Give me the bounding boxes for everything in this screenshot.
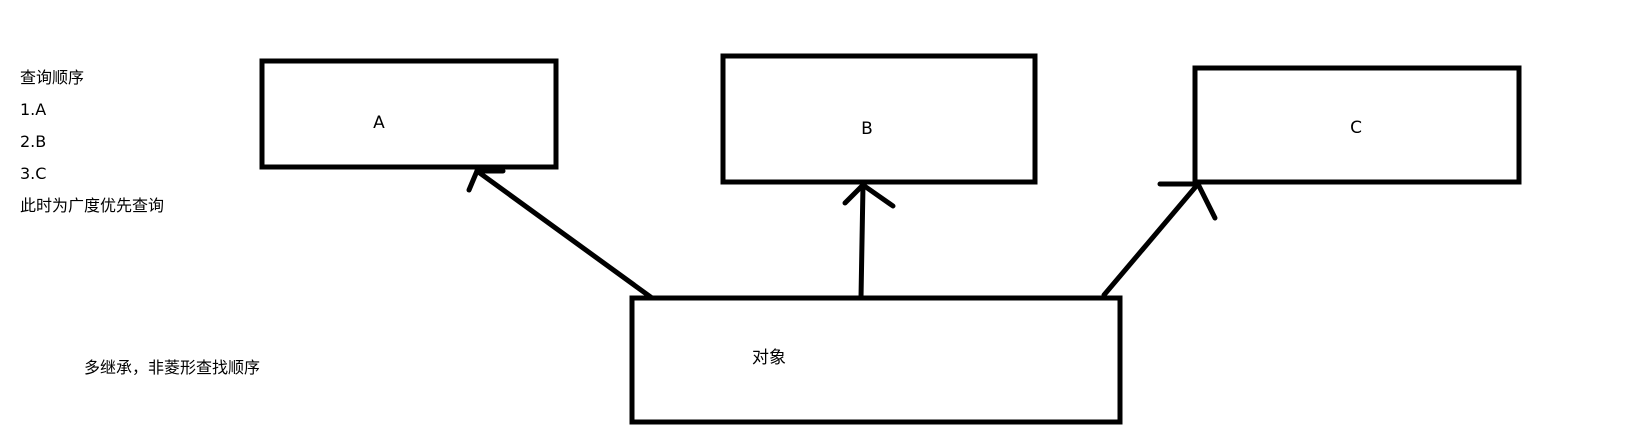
box-a-label: A (373, 113, 385, 133)
query-conclusion: 此时为广度优先查询 (20, 196, 165, 215)
box-a (259, 58, 559, 170)
arrow-object-to-c (1101, 181, 1218, 298)
arrow-object-to-b (842, 182, 896, 301)
box-c-label: C (1350, 118, 1362, 138)
box-object (629, 295, 1123, 425)
query-order-notes: 查询顺序 1.A 2.B 3.C 此时为广度优先查询 (20, 62, 164, 222)
box-b-label: B (861, 119, 873, 139)
diagram-caption: 多继承，非菱形查找顺序 (84, 358, 261, 377)
box-object-label: 对象 (752, 348, 786, 368)
query-step-1: 1.A (20, 100, 47, 119)
box-c (1192, 65, 1522, 185)
query-step-2: 2.B (20, 132, 47, 151)
query-step-3: 3.C (20, 164, 47, 183)
arrow-object-to-a (466, 168, 655, 301)
box-b (720, 53, 1038, 185)
query-order-title: 查询顺序 (20, 68, 85, 87)
